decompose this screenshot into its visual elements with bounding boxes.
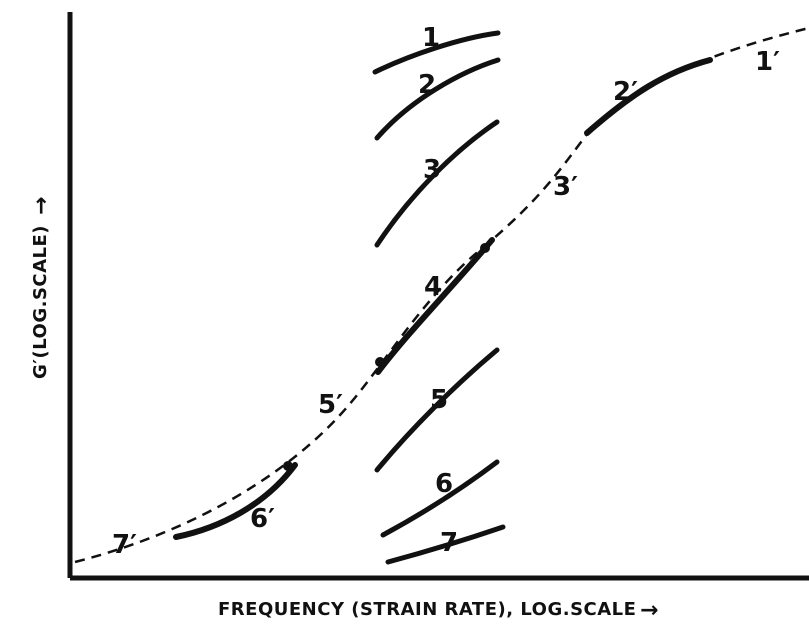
- measured-curve-7: [385, 524, 506, 565]
- x-axis-arrow: →: [640, 598, 658, 623]
- segment-mark: [375, 357, 385, 367]
- x-axis-label: FREQUENCY (STRAIN RATE), LOG.SCALE: [218, 599, 636, 620]
- curve-label-4: 4: [424, 272, 442, 302]
- measured-curve-1: [372, 30, 501, 75]
- curve-label-3: 3: [423, 155, 441, 185]
- y-axis-arrow: →: [29, 197, 54, 215]
- segment-label-7prime: 7′: [112, 530, 137, 560]
- measured-curve-6: [380, 459, 500, 538]
- curve-label-7: 7: [440, 528, 458, 558]
- curve-label-1: 1: [422, 23, 440, 53]
- segment-label-2prime: 2′: [613, 77, 638, 107]
- segment-label-3prime: 3′: [553, 172, 578, 202]
- curve-label-5: 5: [430, 385, 448, 415]
- master-segment-4: [375, 237, 495, 375]
- y-axis-label: G′(LOG.SCALE): [30, 225, 51, 379]
- measured-curve-3: [374, 119, 500, 248]
- curve-label-6: 6: [435, 469, 453, 499]
- curve-label-2: 2: [418, 70, 436, 100]
- segment-label-1prime: 1′: [755, 47, 780, 77]
- segment-mark: [283, 461, 293, 471]
- measured-curve-5: [374, 347, 500, 473]
- segment-mark: [480, 243, 490, 253]
- segment-label-5prime: 5′: [318, 390, 343, 420]
- measured-curve-2: [374, 57, 501, 141]
- segment-label-6prime: 6′: [250, 504, 275, 534]
- master-segment-2prime: [584, 57, 713, 136]
- master-segment-6prime: [173, 462, 298, 540]
